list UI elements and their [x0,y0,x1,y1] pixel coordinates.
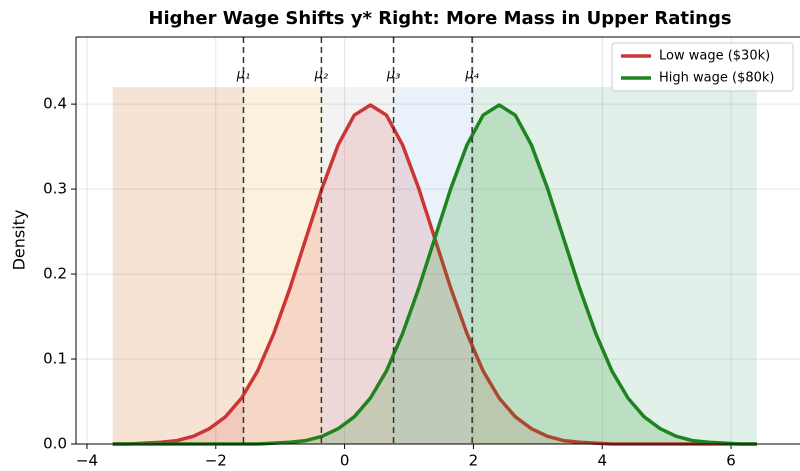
region-band [393,87,473,444]
x-tick-label: −4 [76,452,98,470]
x-tick-label: 2 [469,452,479,470]
threshold-label: μ₂ [314,68,328,83]
x-tick-label: −2 [205,452,227,470]
y-tick-label: 0.2 [43,265,67,283]
legend-box [611,42,794,92]
region-band [321,87,394,444]
threshold-label: μ₁ [236,68,250,83]
area-fill [112,104,757,444]
x-tick-label: 4 [597,452,607,470]
x-tick-label: 6 [726,452,736,470]
region-band [112,87,244,444]
y-tick-label: 0.0 [43,435,67,453]
region-band [472,87,757,444]
x-tick-label: 0 [340,452,350,470]
chart-title: Higher Wage Shifts y* Right: More Mass i… [148,8,731,29]
legend-label: High wage ($80k) [659,71,774,86]
legend-label: Low wage ($30k) [659,49,770,64]
threshold-label: μ₄ [464,68,479,83]
area-fill [112,104,757,444]
y-tick-label: 0.1 [43,350,67,368]
threshold-label: μ₃ [386,68,400,83]
y-tick-label: 0.4 [43,95,67,113]
y-tick-label: 0.3 [43,180,67,198]
region-band [243,87,322,444]
y-axis-label: Density [10,210,29,271]
